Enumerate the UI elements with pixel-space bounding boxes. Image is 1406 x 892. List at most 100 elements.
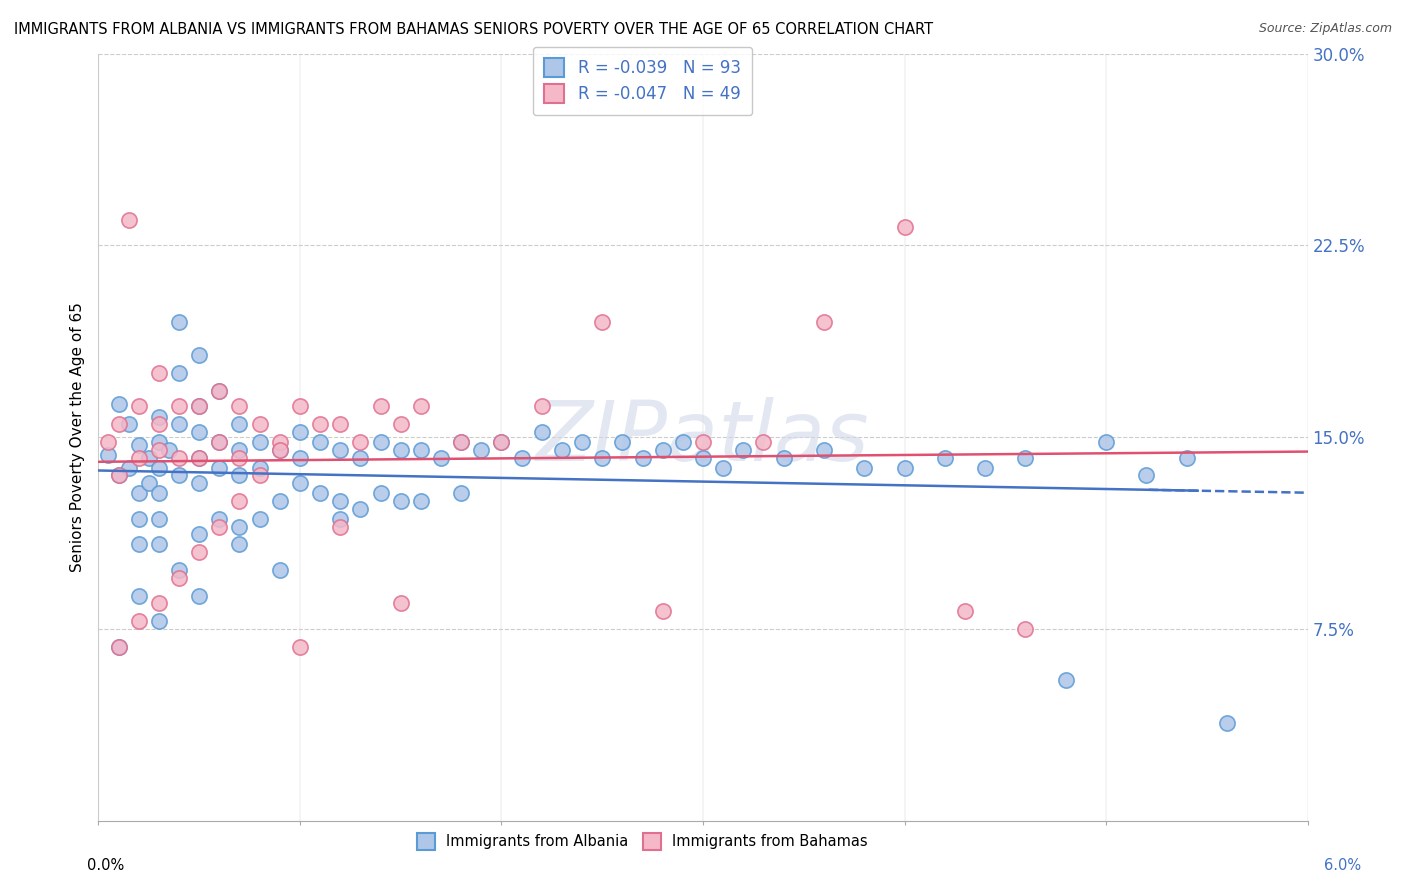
Point <box>107 468 129 483</box>
Point <box>188 450 211 465</box>
Point <box>1014 622 1036 636</box>
Point <box>409 400 432 414</box>
Point <box>1095 435 1118 450</box>
Point <box>772 450 794 465</box>
Point <box>974 460 997 475</box>
Point <box>450 435 472 450</box>
Point <box>269 442 291 457</box>
Point <box>167 417 190 432</box>
Point <box>1216 716 1239 731</box>
Point <box>329 512 352 526</box>
Point <box>430 450 453 465</box>
Point <box>349 501 371 516</box>
Point <box>409 494 432 508</box>
Point <box>409 442 432 457</box>
Point <box>228 400 250 414</box>
Point <box>329 494 352 508</box>
Point <box>711 460 734 475</box>
Point <box>813 315 835 329</box>
Point <box>450 435 472 450</box>
Point <box>167 571 190 585</box>
Point <box>288 640 311 654</box>
Point <box>148 409 170 424</box>
Point <box>288 400 311 414</box>
Point <box>893 220 915 235</box>
Point <box>893 460 915 475</box>
Point <box>118 212 141 227</box>
Point <box>157 442 180 457</box>
Point <box>249 468 271 483</box>
Point <box>329 442 352 457</box>
Point <box>188 450 211 465</box>
Point <box>591 450 613 465</box>
Point <box>167 563 190 577</box>
Point <box>329 417 352 432</box>
Point <box>148 366 170 380</box>
Point <box>148 460 170 475</box>
Point <box>167 400 190 414</box>
Text: 0.0%: 0.0% <box>87 858 124 872</box>
Point <box>752 435 775 450</box>
Point <box>288 476 311 491</box>
Point <box>269 442 291 457</box>
Point <box>128 589 150 603</box>
Point <box>228 537 250 551</box>
Point <box>1054 673 1077 687</box>
Point <box>208 512 231 526</box>
Point <box>188 545 211 559</box>
Text: Source: ZipAtlas.com: Source: ZipAtlas.com <box>1258 22 1392 36</box>
Point <box>370 486 392 500</box>
Point <box>470 442 492 457</box>
Text: ZIPatlas: ZIPatlas <box>536 397 870 477</box>
Point <box>953 604 976 618</box>
Point <box>651 604 673 618</box>
Point <box>651 442 673 457</box>
Point <box>309 435 332 450</box>
Legend: Immigrants from Albania, Immigrants from Bahamas: Immigrants from Albania, Immigrants from… <box>412 827 873 855</box>
Point <box>138 476 160 491</box>
Point <box>148 442 170 457</box>
Point <box>631 450 654 465</box>
Point <box>692 450 714 465</box>
Point <box>118 460 141 475</box>
Point <box>208 435 231 450</box>
Y-axis label: Seniors Poverty Over the Age of 65: Seniors Poverty Over the Age of 65 <box>69 302 84 572</box>
Point <box>97 448 120 462</box>
Point <box>269 435 291 450</box>
Point <box>128 438 150 452</box>
Point <box>107 640 129 654</box>
Point <box>128 400 150 414</box>
Point <box>167 468 190 483</box>
Point <box>288 450 311 465</box>
Point <box>128 450 150 465</box>
Point <box>148 537 170 551</box>
Point <box>370 400 392 414</box>
Point <box>208 519 231 533</box>
Point <box>128 537 150 551</box>
Point <box>510 450 533 465</box>
Point <box>450 486 472 500</box>
Point <box>389 442 412 457</box>
Point <box>107 417 129 432</box>
Point <box>591 315 613 329</box>
Point <box>107 640 129 654</box>
Point <box>167 366 190 380</box>
Point <box>491 435 513 450</box>
Point <box>813 442 835 457</box>
Point <box>389 596 412 610</box>
Point <box>491 435 513 450</box>
Point <box>167 450 190 465</box>
Point <box>309 486 332 500</box>
Point <box>1175 450 1198 465</box>
Point <box>128 512 150 526</box>
Point <box>389 494 412 508</box>
Point <box>228 417 250 432</box>
Point <box>530 425 553 439</box>
Point <box>208 384 231 398</box>
Point <box>349 450 371 465</box>
Point <box>97 435 120 450</box>
Point <box>249 512 271 526</box>
Point <box>138 450 160 465</box>
Point <box>249 460 271 475</box>
Point <box>148 512 170 526</box>
